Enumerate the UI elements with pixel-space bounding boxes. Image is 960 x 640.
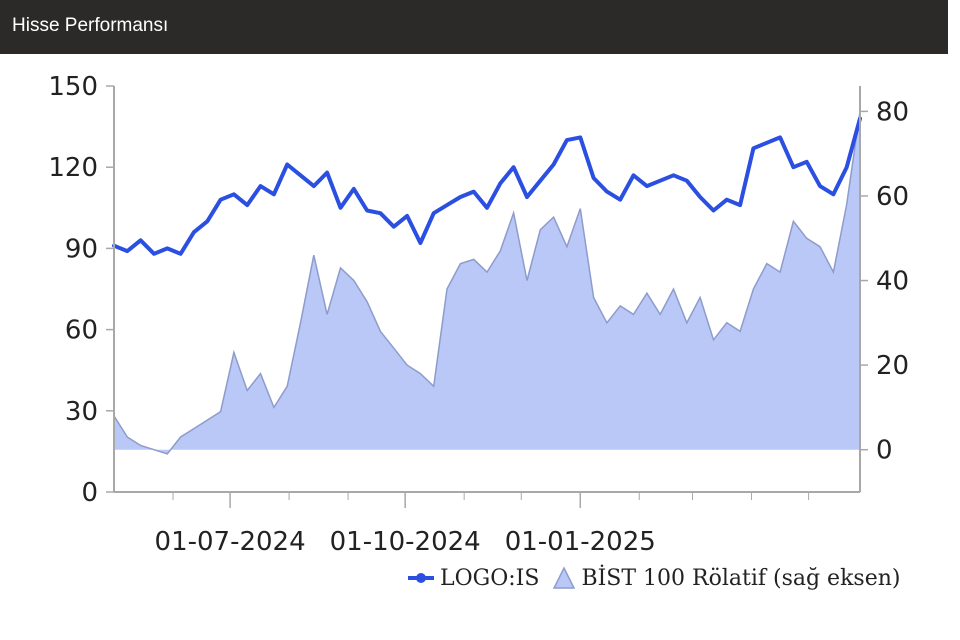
y-left-tick-label: 120 — [48, 153, 98, 183]
y-right-tick-label: 80 — [876, 97, 909, 127]
logo-line — [112, 116, 862, 256]
legend-line-marker — [408, 573, 434, 583]
x-tick-label: 01-01-2025 — [505, 527, 656, 557]
x-tick-label: 01-07-2024 — [155, 527, 306, 557]
bist-area — [114, 111, 860, 454]
legend-area-marker — [553, 566, 576, 589]
legend-label-bist: BİST 100 Rölatif (sağ eksen) — [581, 565, 901, 591]
y-left-tick-label: 90 — [65, 234, 98, 264]
legend: LOGO:IS BİST 100 Rölatif (sağ eksen) — [408, 562, 914, 594]
y-right-tick-label: 0 — [876, 436, 893, 466]
y-left-tick-label: 30 — [65, 397, 98, 427]
header-title: Hisse Performansı — [12, 15, 169, 36]
y-right-tick-label: 20 — [876, 351, 909, 381]
legend-label-logo: LOGO:IS — [440, 565, 540, 591]
legend-item-logo: LOGO:IS — [408, 566, 539, 591]
x-tick-label: 01-10-2024 — [330, 527, 481, 557]
y-right-tick-label: 60 — [876, 182, 909, 212]
y-right-tick-label: 40 — [876, 267, 909, 297]
y-left-tick-label: 0 — [81, 478, 98, 508]
legend-item-bist: BİST 100 Rölatif (sağ eksen) — [553, 566, 900, 591]
header-bar: Hisse Performansı — [0, 0, 948, 54]
bist-area-outline — [113, 111, 861, 455]
y-left-tick-label: 150 — [48, 72, 98, 102]
y-left-tick-label: 60 — [65, 316, 98, 346]
